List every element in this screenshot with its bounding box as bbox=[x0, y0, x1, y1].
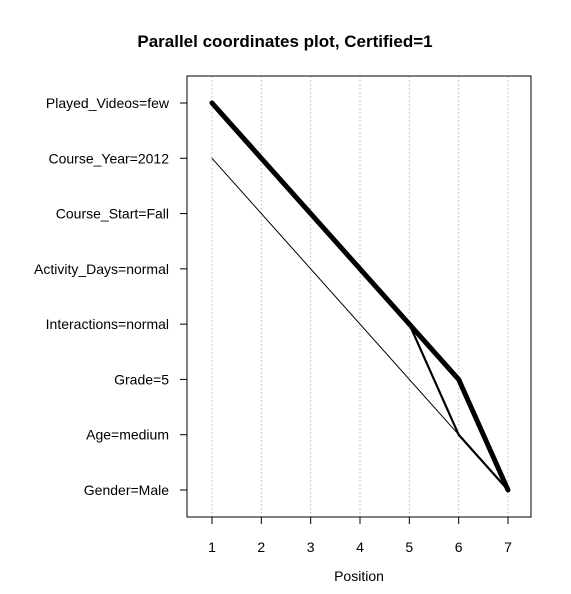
x-tick-label: 2 bbox=[257, 539, 265, 555]
x-axis-label: Position bbox=[334, 568, 384, 584]
y-tick-label: Course_Year=2012 bbox=[48, 150, 169, 166]
plot-frame bbox=[186, 75, 532, 518]
y-tick-label: Grade=5 bbox=[114, 371, 169, 387]
y-axis: Played_Videos=few Course_Year=2012 Course_… bbox=[34, 95, 187, 498]
y-tick-label: Activity_Days=normal bbox=[34, 261, 169, 277]
y-tick-label: Interactions=normal bbox=[46, 316, 169, 332]
series-lines bbox=[209, 100, 511, 493]
series-line-heavy bbox=[209, 100, 511, 493]
chart-title: Parallel coordinates plot, Certified=1 bbox=[137, 32, 432, 51]
x-tick-label: 6 bbox=[455, 539, 463, 555]
y-tick-label: Age=medium bbox=[86, 427, 169, 443]
y-tick-label: Played_Videos=few bbox=[46, 95, 170, 111]
y-tick-label: Course_Start=Fall bbox=[56, 206, 169, 222]
x-tick-label: 7 bbox=[504, 539, 512, 555]
grid-lines bbox=[211, 76, 509, 517]
y-tick-label: Gender=Male bbox=[84, 482, 169, 498]
x-axis: 1 2 3 4 5 6 7 bbox=[208, 517, 512, 555]
x-tick-label: 4 bbox=[356, 539, 364, 555]
x-tick-label: 1 bbox=[208, 539, 216, 555]
x-tick-label: 5 bbox=[405, 539, 413, 555]
x-tick-label: 3 bbox=[307, 539, 315, 555]
series-line-thin bbox=[211, 157, 509, 491]
